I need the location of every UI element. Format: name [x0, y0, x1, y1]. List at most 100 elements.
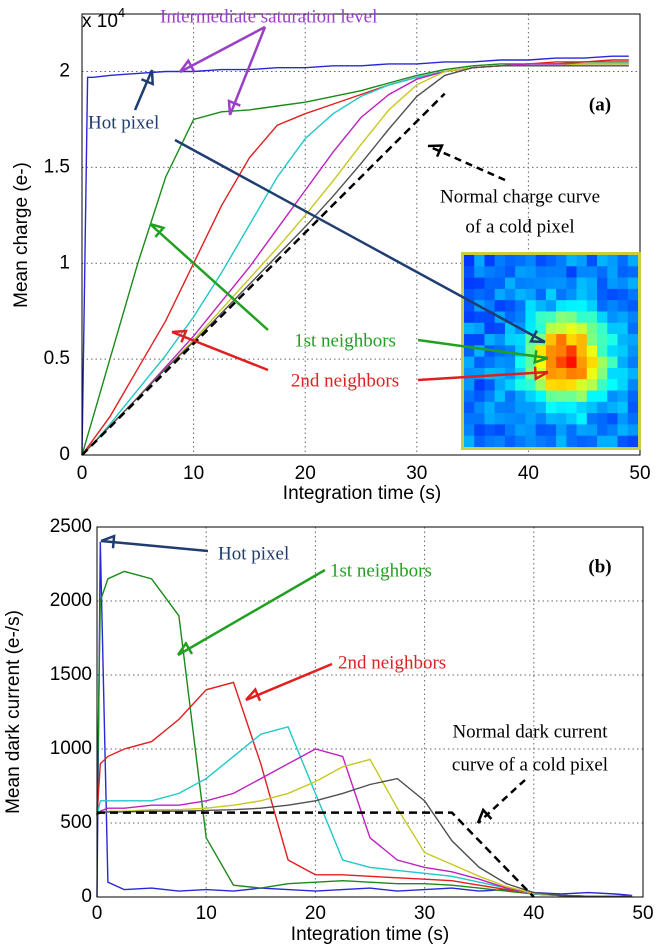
pixel-cell [577, 300, 588, 312]
pixel-cell [546, 323, 557, 335]
pixel-cell [515, 413, 526, 425]
pixel-cell [597, 402, 608, 414]
pixel-cell [566, 323, 577, 335]
pixel-cell [618, 300, 629, 312]
pixel-cell [618, 368, 629, 380]
x-tick-label: 30 [414, 903, 435, 924]
pixel-cell [484, 323, 495, 335]
y-tick-label: 1 [59, 252, 70, 273]
pixel-cell [577, 413, 588, 425]
pixel-cell [628, 289, 639, 301]
pixel-cell [505, 300, 516, 312]
pixel-cell [525, 300, 536, 312]
pixel-cell [464, 424, 475, 436]
pixel-cell [607, 357, 618, 369]
pixel-cell [607, 334, 618, 346]
y-tick-label: 2000 [50, 590, 92, 611]
pixel-cell [577, 391, 588, 403]
pixel-cell [495, 436, 506, 448]
x-tick-label: 20 [305, 903, 326, 924]
pixel-cell [525, 311, 536, 323]
pixel-cell [597, 368, 608, 380]
pixel-cell [515, 424, 526, 436]
pixel-cell [505, 436, 516, 448]
pixel-cell [597, 323, 608, 335]
pixel-cell [628, 379, 639, 391]
pixel-cell [484, 424, 495, 436]
annotation: 2nd neighbors [291, 370, 399, 391]
annotation: Hot pixel [88, 112, 159, 133]
pixel-cell [515, 255, 526, 267]
y-tick-label: 2 [59, 61, 70, 82]
pixel-cell [628, 391, 639, 403]
pixel-cell [556, 402, 567, 414]
pixel-cell [515, 436, 526, 448]
pixel-cell [536, 391, 547, 403]
pixel-cell [618, 311, 629, 323]
pixel-cell [556, 436, 567, 448]
y-tick-label: 1500 [50, 664, 92, 685]
pixel-cell [505, 357, 516, 369]
pixel-cell [607, 289, 618, 301]
annotation: Intermediate saturation level [160, 6, 377, 27]
pixel-cell [495, 379, 506, 391]
pixel-cell [525, 266, 536, 278]
pixel-cell [566, 391, 577, 403]
pixel-cell [505, 379, 516, 391]
pixel-cell [495, 323, 506, 335]
pixel-cell [464, 255, 475, 267]
y-tick-label: 0 [81, 886, 92, 907]
pixel-cell [607, 278, 618, 290]
pixel-cell [597, 345, 608, 357]
pixel-cell [464, 266, 475, 278]
pixel-cell [484, 436, 495, 448]
pixel-cell [577, 368, 588, 380]
pixel-cell [628, 345, 639, 357]
pixel-cell [577, 311, 588, 323]
pixel-cell [556, 278, 567, 290]
pixel-cell [474, 266, 485, 278]
pixel-cell [484, 368, 495, 380]
pixel-cell [505, 255, 516, 267]
pixel-cell [618, 323, 629, 335]
pixel-cell [536, 278, 547, 290]
pixel-cell [607, 300, 618, 312]
pixel-cell [546, 266, 557, 278]
pixel-cell [474, 436, 485, 448]
pixel-cell [546, 311, 557, 323]
pixel-cell [566, 334, 577, 346]
pixel-cell [536, 413, 547, 425]
pixel-cell [515, 402, 526, 414]
pixel-cell [556, 357, 567, 369]
pixel-cell [607, 391, 618, 403]
annotation: (a) [589, 94, 611, 115]
pixel-cell [587, 413, 598, 425]
pixel-cell [515, 357, 526, 369]
figure: 0102030405000.511.52Integration time (s)… [0, 0, 668, 952]
pixel-cell [597, 300, 608, 312]
pixel-cell [607, 345, 618, 357]
pixel-cell [556, 368, 567, 380]
pixel-cell [566, 402, 577, 414]
pixel-cell [495, 266, 506, 278]
pixel-cell [587, 436, 598, 448]
pixel-cell [536, 436, 547, 448]
pixel-cell [628, 357, 639, 369]
pixel-cell [525, 413, 536, 425]
pixel-cell [566, 289, 577, 301]
pixel-cell [464, 311, 475, 323]
pixel-cell [607, 266, 618, 278]
pixel-cell [566, 436, 577, 448]
pixel-cell [546, 436, 557, 448]
annotation: Normal charge curve [440, 186, 600, 207]
pixel-cell [474, 334, 485, 346]
pixel-cell [464, 323, 475, 335]
pixel-cell [474, 424, 485, 436]
pixel-cell [474, 413, 485, 425]
pixel-cell [536, 424, 547, 436]
pixel-cell [464, 413, 475, 425]
pixel-cell [618, 424, 629, 436]
pixel-cell [536, 289, 547, 301]
x-axis-label: Integration time (s) [291, 924, 449, 945]
pixel-cell [587, 278, 598, 290]
